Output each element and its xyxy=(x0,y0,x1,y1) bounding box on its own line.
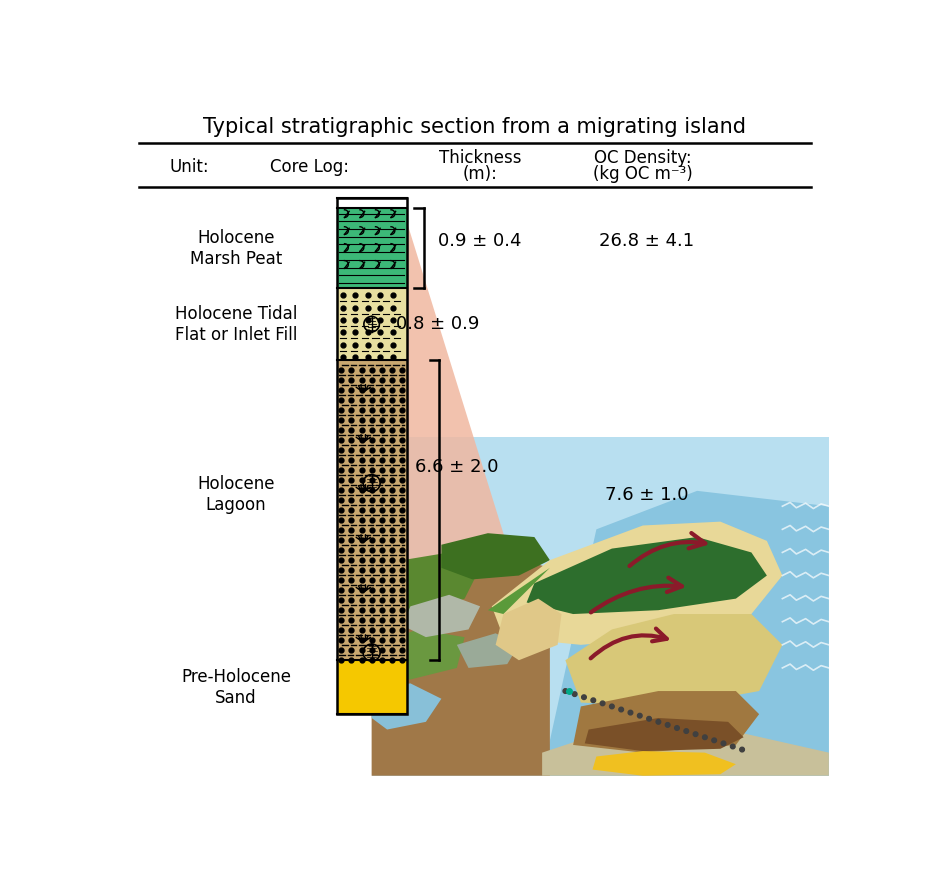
Circle shape xyxy=(563,689,567,693)
Text: Core Log:: Core Log: xyxy=(270,159,349,176)
Text: OC Density:: OC Density: xyxy=(594,149,692,168)
Circle shape xyxy=(675,726,679,730)
Polygon shape xyxy=(496,599,562,661)
Bar xyxy=(337,288,407,360)
Polygon shape xyxy=(592,751,736,776)
Circle shape xyxy=(712,738,717,743)
Text: Holocene
Marsh Peat: Holocene Marsh Peat xyxy=(190,229,282,268)
Text: 0.9 ± 0.4: 0.9 ± 0.4 xyxy=(438,232,522,250)
Circle shape xyxy=(590,698,596,703)
Polygon shape xyxy=(441,534,550,579)
Polygon shape xyxy=(340,208,550,684)
Text: Holocene Tidal
Flat or Inlet Fill: Holocene Tidal Flat or Inlet Fill xyxy=(175,305,298,343)
Circle shape xyxy=(721,741,726,745)
Text: Holocene
Lagoon: Holocene Lagoon xyxy=(197,475,274,514)
Polygon shape xyxy=(372,552,550,776)
Circle shape xyxy=(684,729,689,734)
Circle shape xyxy=(610,704,615,709)
Polygon shape xyxy=(457,633,519,668)
Bar xyxy=(337,208,407,288)
Text: (kg OC m⁻³): (kg OC m⁻³) xyxy=(593,165,692,183)
Text: 7.6 ± 1.0: 7.6 ± 1.0 xyxy=(605,486,689,504)
Polygon shape xyxy=(372,552,480,614)
Polygon shape xyxy=(402,594,480,637)
Polygon shape xyxy=(565,614,782,706)
Bar xyxy=(372,437,829,776)
Polygon shape xyxy=(542,491,829,776)
Text: 26.8 ± 4.1: 26.8 ± 4.1 xyxy=(599,232,694,250)
Text: Pre-Holocene
Sand: Pre-Holocene Sand xyxy=(181,668,291,706)
Circle shape xyxy=(647,716,652,721)
Circle shape xyxy=(619,707,624,712)
Circle shape xyxy=(581,695,586,699)
Polygon shape xyxy=(372,630,464,679)
Text: Typical stratigraphic section from a migrating island: Typical stratigraphic section from a mig… xyxy=(203,117,746,138)
Bar xyxy=(337,661,407,714)
Polygon shape xyxy=(573,691,759,752)
Text: (m):: (m): xyxy=(463,165,498,183)
Polygon shape xyxy=(491,521,782,645)
Polygon shape xyxy=(585,718,743,751)
Bar xyxy=(337,198,407,208)
Bar xyxy=(337,360,407,661)
Circle shape xyxy=(693,732,698,736)
Text: Unit:: Unit: xyxy=(170,159,210,176)
Polygon shape xyxy=(488,568,550,614)
Circle shape xyxy=(572,691,577,697)
Circle shape xyxy=(638,714,642,718)
Circle shape xyxy=(740,747,744,751)
Polygon shape xyxy=(372,684,441,729)
Circle shape xyxy=(730,744,735,749)
Text: Thickness: Thickness xyxy=(438,149,521,168)
Circle shape xyxy=(629,710,633,715)
Bar xyxy=(337,198,407,714)
Circle shape xyxy=(703,735,707,739)
Text: 0.8 ± 0.9: 0.8 ± 0.9 xyxy=(396,315,479,333)
Text: 6.6 ± 2.0: 6.6 ± 2.0 xyxy=(415,458,499,475)
Circle shape xyxy=(601,701,605,706)
Circle shape xyxy=(656,720,661,724)
Polygon shape xyxy=(527,537,767,614)
Circle shape xyxy=(666,722,670,728)
Polygon shape xyxy=(542,714,829,776)
